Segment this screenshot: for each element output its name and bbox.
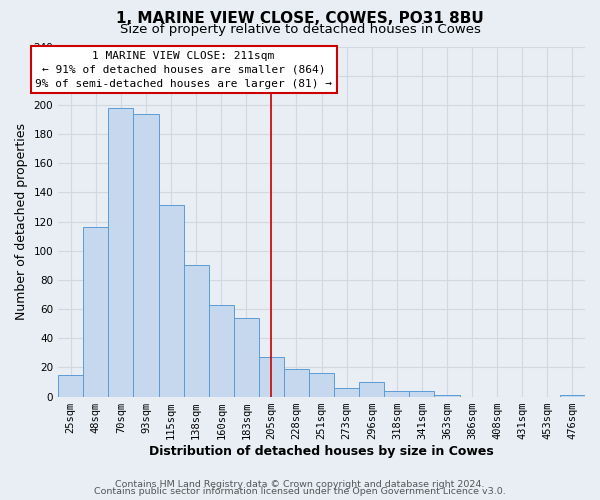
Bar — [234, 318, 259, 396]
Bar — [284, 369, 309, 396]
Bar — [434, 395, 460, 396]
Bar — [560, 395, 585, 396]
Bar — [334, 388, 359, 396]
Text: Contains HM Land Registry data © Crown copyright and database right 2024.: Contains HM Land Registry data © Crown c… — [115, 480, 485, 489]
Text: 1 MARINE VIEW CLOSE: 211sqm
← 91% of detached houses are smaller (864)
9% of sem: 1 MARINE VIEW CLOSE: 211sqm ← 91% of det… — [35, 51, 332, 89]
Bar — [259, 357, 284, 397]
Bar — [109, 108, 133, 397]
X-axis label: Distribution of detached houses by size in Cowes: Distribution of detached houses by size … — [149, 444, 494, 458]
Bar — [58, 374, 83, 396]
Bar — [359, 382, 385, 396]
Bar — [133, 114, 158, 397]
Text: Size of property relative to detached houses in Cowes: Size of property relative to detached ho… — [119, 22, 481, 36]
Bar — [409, 390, 434, 396]
Bar — [209, 304, 234, 396]
Bar — [309, 373, 334, 396]
Y-axis label: Number of detached properties: Number of detached properties — [15, 123, 28, 320]
Bar — [184, 266, 209, 396]
Text: 1, MARINE VIEW CLOSE, COWES, PO31 8BU: 1, MARINE VIEW CLOSE, COWES, PO31 8BU — [116, 11, 484, 26]
Text: Contains public sector information licensed under the Open Government Licence v3: Contains public sector information licen… — [94, 488, 506, 496]
Bar — [158, 206, 184, 396]
Bar — [385, 390, 409, 396]
Bar — [83, 228, 109, 396]
